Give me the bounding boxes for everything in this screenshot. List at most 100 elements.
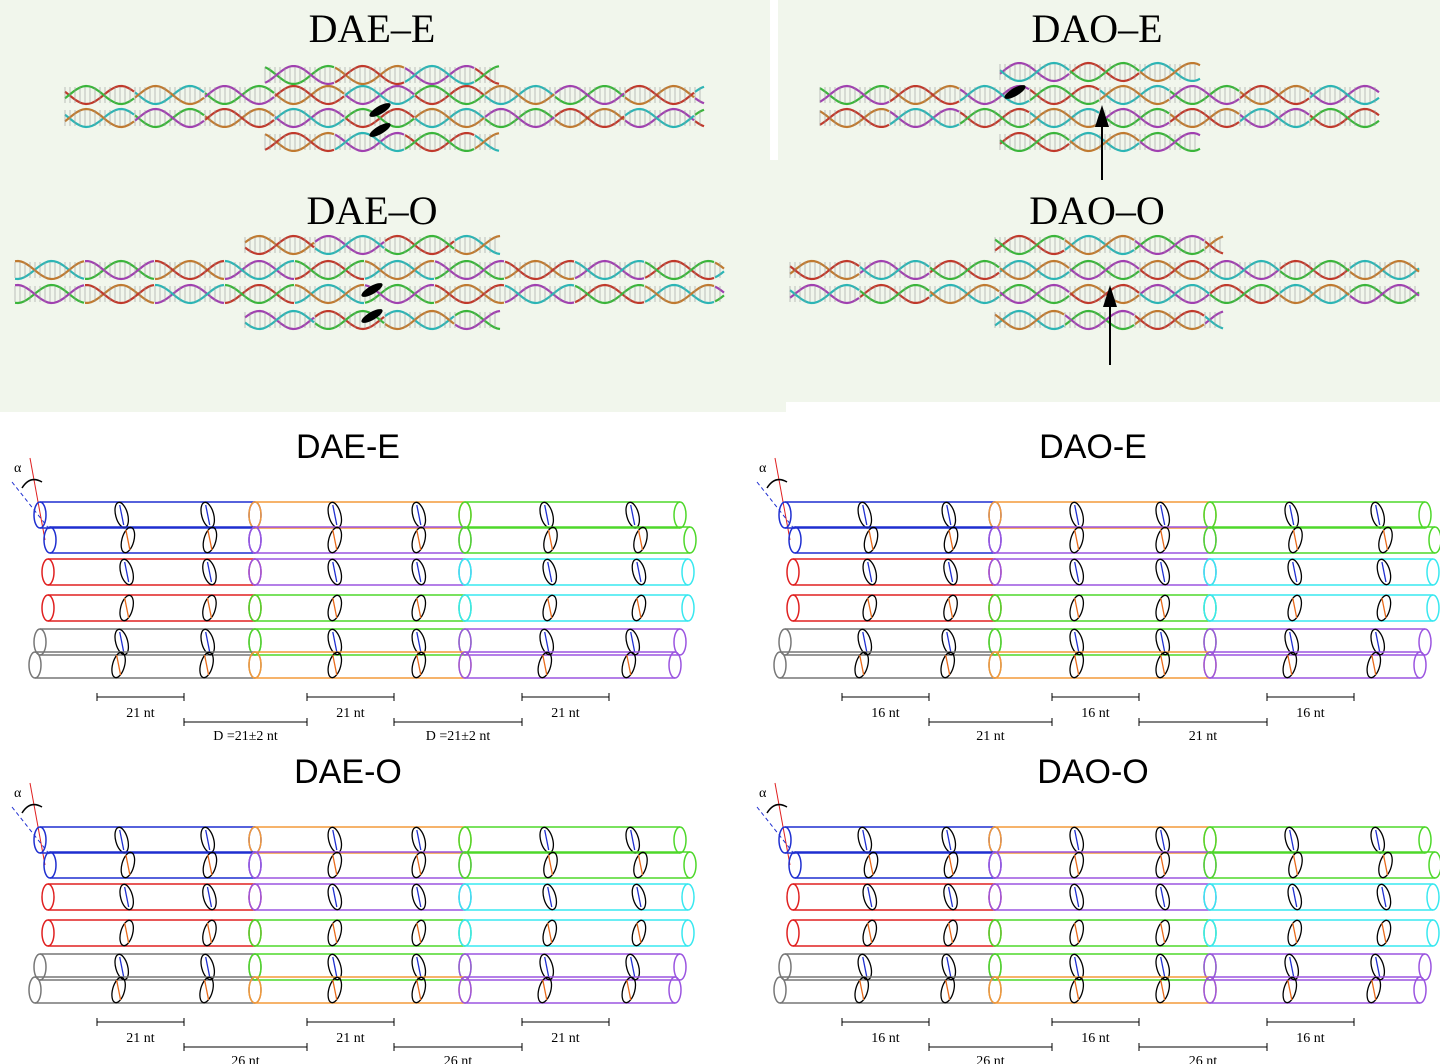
crossover [417, 632, 421, 652]
cylinder [995, 827, 1210, 853]
crossover [1161, 598, 1165, 618]
crossover [947, 957, 951, 977]
cylinder-end [29, 977, 41, 1003]
cylinder-end [684, 527, 696, 553]
cylinder-end [249, 827, 261, 853]
cylinder-end [1204, 502, 1216, 528]
cylinder-end [682, 559, 694, 585]
crossover [637, 598, 641, 618]
cylinder-end [459, 559, 471, 585]
crossover [869, 530, 873, 550]
crossover [543, 655, 547, 675]
length-label: 16 nt [871, 706, 900, 721]
crossover [1075, 887, 1079, 907]
crossover [1290, 830, 1294, 850]
crossover [1075, 632, 1079, 652]
dimension-bar [394, 718, 522, 726]
cylinder [255, 827, 465, 853]
crossover [1161, 830, 1165, 850]
cylinder [995, 595, 1210, 621]
cylinder-end [1419, 629, 1431, 655]
schematics: DAE-Eα21 nt21 nt21 ntD =21±2 ntD =21±2 n… [12, 428, 1440, 1064]
length-label: 16 nt [871, 1031, 900, 1046]
cylinder-end [459, 977, 471, 1003]
crossover [1075, 598, 1079, 618]
length-label: 26 nt [444, 1054, 473, 1064]
length-label: 16 nt [1081, 706, 1110, 721]
cylinder [1210, 629, 1425, 655]
crossover [125, 562, 129, 582]
crossover [417, 957, 421, 977]
cylinder [465, 527, 690, 553]
cylinder [793, 559, 995, 585]
cylinder [255, 559, 465, 585]
crossover [1294, 855, 1298, 875]
cylinder [1210, 852, 1435, 878]
cylinder-end [459, 629, 471, 655]
dimension-bar [842, 1018, 929, 1026]
crossover [205, 980, 209, 1000]
cylinder [1210, 527, 1435, 553]
crossover [545, 957, 549, 977]
crossover [333, 923, 337, 943]
cylinder-end [1204, 954, 1216, 980]
dimension-bar [522, 1018, 609, 1026]
crossover [120, 830, 124, 850]
schematic-title: DAE-E [296, 428, 400, 466]
crossover [1293, 887, 1297, 907]
crossover [333, 855, 337, 875]
crossover [1372, 980, 1376, 1000]
cylinder-end [459, 884, 471, 910]
cylinder-end [1204, 852, 1216, 878]
crossover [206, 505, 210, 525]
crossover [205, 655, 209, 675]
crossover [869, 855, 873, 875]
cylinder [995, 920, 1210, 946]
crossover [208, 530, 212, 550]
length-label: 21 nt [551, 1031, 580, 1046]
schematic-title: DAO-O [1037, 753, 1148, 791]
cylinder-end [669, 977, 681, 1003]
cylinder [465, 827, 680, 853]
crossover [333, 530, 337, 550]
cylinder-end [34, 629, 46, 655]
crossover [548, 923, 552, 943]
cylinder [465, 954, 680, 980]
cylinder [995, 502, 1210, 528]
cylinder-end [1204, 827, 1216, 853]
cylinder [255, 527, 465, 553]
cylinder-end [249, 652, 261, 678]
crossover [860, 980, 864, 1000]
dimension-bar [842, 693, 929, 701]
length-label: 21 nt [336, 706, 365, 721]
cylinder-end [1429, 527, 1440, 553]
crossover [1290, 505, 1294, 525]
crossover [631, 957, 635, 977]
cylinder-end [1204, 629, 1216, 655]
angle-label: α [14, 461, 22, 476]
cylinder-end [989, 559, 1001, 585]
cylinder-end [1429, 852, 1440, 878]
crossover [549, 855, 553, 875]
cylinder [465, 920, 688, 946]
crossover [120, 957, 124, 977]
cylinder-end [1427, 884, 1439, 910]
rendering-title: DAE–E [309, 6, 436, 51]
crossover [117, 655, 121, 675]
cylinder-end [459, 920, 471, 946]
cylinder [465, 977, 675, 1003]
cylinder-end [1204, 920, 1216, 946]
crossover [627, 655, 631, 675]
crossover [1376, 632, 1380, 652]
cylinder [255, 977, 465, 1003]
crossover [207, 887, 211, 907]
crossover [1293, 562, 1297, 582]
crossover [333, 505, 337, 525]
cylinder-end [674, 827, 686, 853]
dimension-bar [929, 718, 1052, 726]
crossover [333, 887, 337, 907]
dimension-bar [307, 693, 394, 701]
dimension-bar [1139, 718, 1267, 726]
schematic: DAO-Oα16 nt16 nt16 nt26 nt26 nt [757, 753, 1440, 1064]
angle-label: α [759, 786, 767, 801]
